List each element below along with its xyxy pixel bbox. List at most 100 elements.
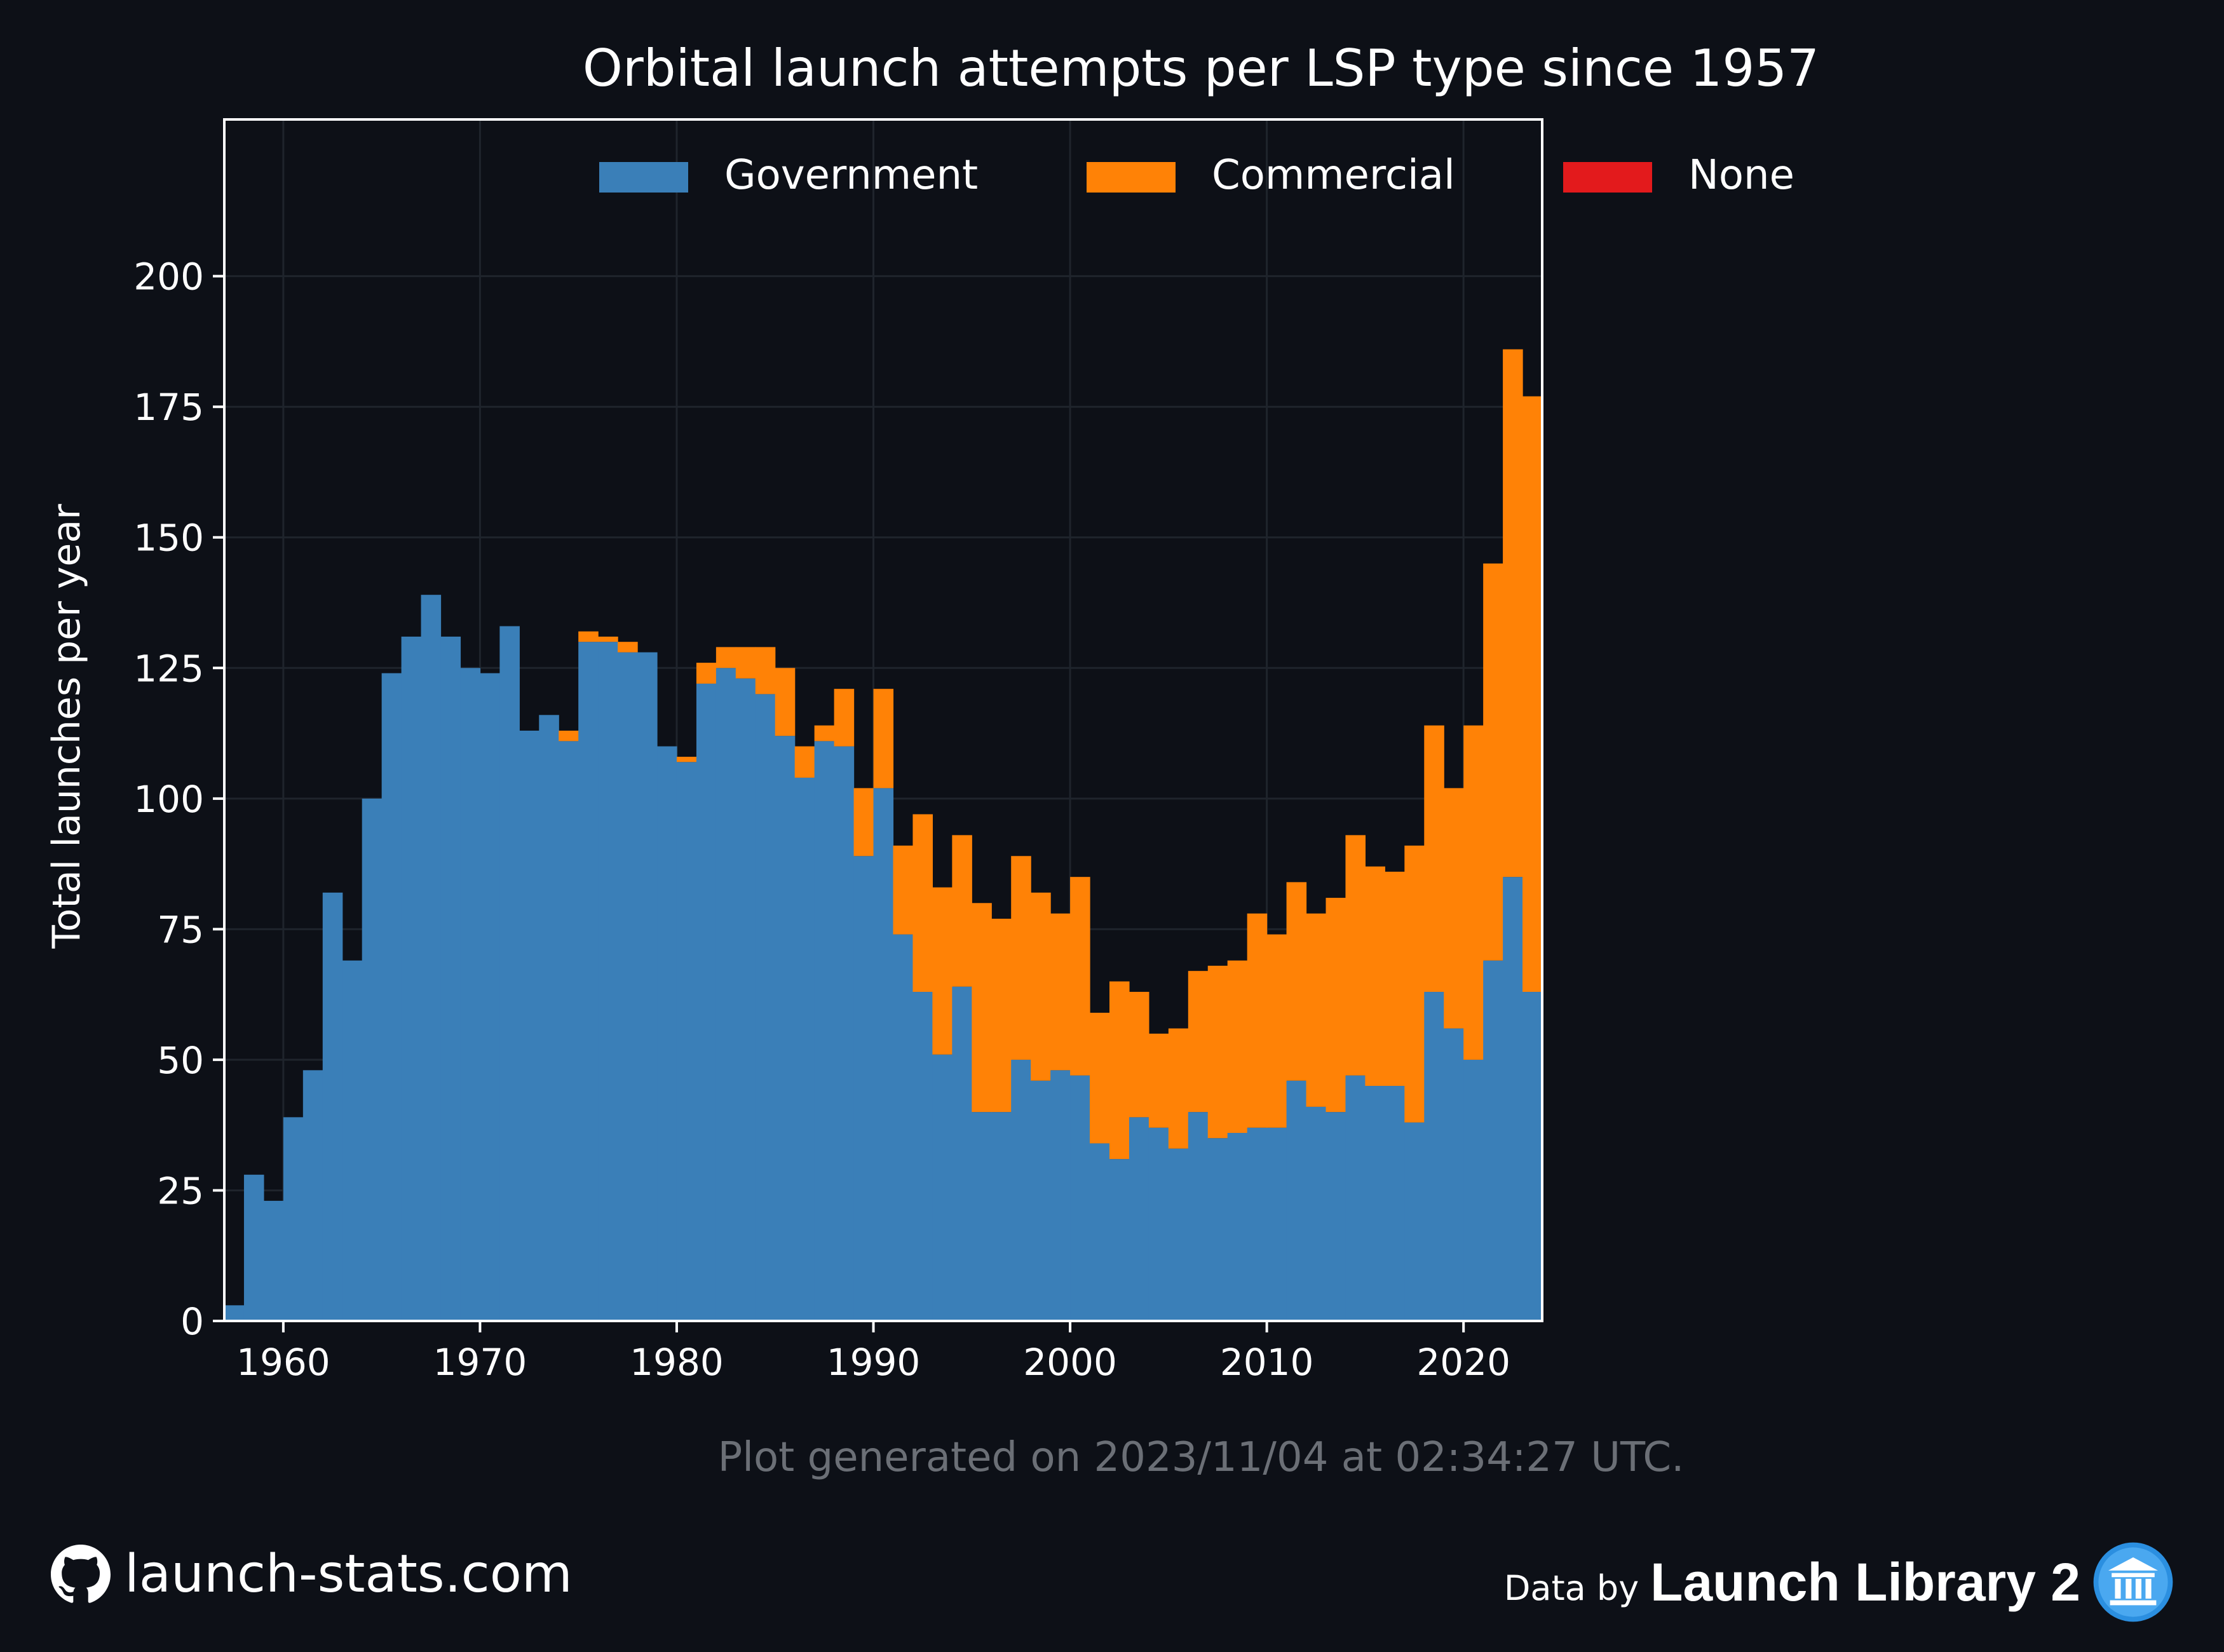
bar-government-2007 — [1207, 1138, 1228, 1321]
x-tick-label: 1960 — [236, 1341, 330, 1384]
bar-government-1971 — [499, 626, 520, 1321]
bar-commercial-2012 — [1306, 913, 1327, 1107]
bar-government-1977 — [618, 652, 638, 1321]
bar-government-1998 — [1031, 1080, 1051, 1321]
bar-government-1968 — [440, 636, 461, 1321]
bar-government-1966 — [401, 636, 422, 1321]
bar-government-1982 — [715, 668, 736, 1321]
bar-government-1973 — [539, 715, 559, 1321]
bar-government-2008 — [1227, 1133, 1248, 1321]
bar-commercial-2018 — [1424, 725, 1444, 992]
legend-swatch-none — [1563, 162, 1652, 193]
bar-government-1957 — [224, 1305, 245, 1321]
bar-commercial-1985 — [775, 668, 796, 736]
bar-commercial-1995 — [972, 903, 992, 1113]
bar-government-2016 — [1385, 1086, 1405, 1321]
bar-commercial-2015 — [1365, 866, 1385, 1087]
x-tick-label: 1980 — [630, 1341, 724, 1384]
y-tick-label: 75 — [157, 908, 204, 951]
bar-government-2023 — [1522, 992, 1543, 1321]
bar-commercial-1994 — [952, 835, 972, 987]
github-icon — [51, 1544, 111, 1603]
bar-government-1976 — [598, 642, 618, 1322]
bar-government-1984 — [755, 694, 776, 1321]
bar-commercial-1986 — [794, 746, 815, 778]
legend-swatch-government — [599, 162, 688, 193]
bar-commercial-2001 — [1090, 1012, 1110, 1144]
bar-government-1983 — [735, 678, 756, 1321]
bar-government-2009 — [1247, 1127, 1268, 1321]
bar-commercial-2011 — [1286, 882, 1307, 1081]
bar-commercial-2021 — [1483, 563, 1503, 961]
bar-government-1960 — [283, 1117, 304, 1321]
bar-commercial-1990 — [873, 689, 894, 789]
bar-government-1989 — [853, 856, 874, 1321]
bar-commercial-2022 — [1503, 349, 1523, 877]
bar-government-1964 — [362, 798, 383, 1321]
chart-title: Orbital launch attempts per LSP type sin… — [583, 39, 1819, 98]
bar-commercial-1987 — [814, 725, 835, 741]
bar-government-2020 — [1463, 1059, 1484, 1321]
bar-government-2013 — [1326, 1112, 1346, 1321]
y-tick-label: 200 — [133, 255, 204, 299]
bar-commercial-1982 — [715, 647, 736, 668]
y-tick-label: 150 — [133, 517, 204, 560]
bar-commercial-1974 — [559, 730, 579, 741]
bar-commercial-2023 — [1522, 396, 1543, 992]
bar-government-1959 — [263, 1200, 284, 1321]
bar-commercial-1991 — [893, 845, 914, 935]
bar-government-1994 — [952, 986, 972, 1321]
plot-frame — [223, 118, 1543, 1322]
bar-government-2004 — [1148, 1127, 1169, 1321]
bar-government-1993 — [932, 1054, 953, 1321]
bar-government-1975 — [578, 642, 599, 1322]
site-url[interactable]: launch-stats.com — [125, 1544, 573, 1604]
legend-label-none: None — [1688, 152, 1794, 199]
bar-government-1978 — [637, 652, 658, 1321]
bar-government-1972 — [519, 730, 539, 1321]
bar-commercial-1992 — [912, 814, 933, 992]
data-source-name[interactable]: Launch Library 2 — [1650, 1552, 2080, 1612]
bar-commercial-2004 — [1148, 1033, 1169, 1128]
bar-government-2017 — [1404, 1122, 1425, 1321]
bar-commercial-2008 — [1227, 960, 1248, 1134]
bar-government-1987 — [814, 741, 835, 1321]
bar-government-2021 — [1483, 960, 1503, 1321]
bar-government-1996 — [991, 1112, 1012, 1321]
bar-government-1990 — [873, 788, 894, 1321]
y-tick-label: 0 — [180, 1300, 204, 1343]
y-tick-label: 25 — [157, 1169, 204, 1212]
legend-label-commercial: Commercial — [1212, 152, 1455, 199]
bar-commercial-2006 — [1188, 971, 1209, 1113]
bar-government-1992 — [912, 992, 933, 1321]
bar-commercial-2002 — [1109, 981, 1130, 1160]
bar-commercial-2017 — [1404, 845, 1425, 1123]
bar-commercial-1997 — [1011, 856, 1031, 1060]
bar-government-2002 — [1109, 1159, 1130, 1321]
bar-government-2012 — [1306, 1106, 1327, 1321]
legend: Government Commercial None — [599, 152, 1794, 199]
bar-government-2001 — [1090, 1143, 1110, 1321]
y-tick-label: 100 — [133, 778, 204, 821]
bar-government-1995 — [972, 1112, 992, 1321]
bar-commercial-1977 — [618, 642, 638, 653]
bar-government-1961 — [302, 1070, 323, 1321]
bar-commercial-2020 — [1463, 725, 1484, 1060]
bar-government-2003 — [1129, 1117, 1149, 1321]
bar-government-1962 — [322, 892, 343, 1321]
bar-commercial-2005 — [1168, 1028, 1189, 1149]
bar-commercial-2014 — [1345, 835, 1366, 1076]
bar-government-2006 — [1188, 1112, 1209, 1321]
bar-commercial-1980 — [676, 757, 697, 762]
bar-government-1958 — [243, 1174, 264, 1321]
bar-commercial-1998 — [1031, 892, 1051, 1081]
bar-commercial-1996 — [991, 918, 1012, 1113]
bar-government-1963 — [342, 960, 363, 1321]
bar-government-1997 — [1011, 1059, 1031, 1321]
x-tick-label: 2010 — [1220, 1341, 1314, 1384]
bar-commercial-1983 — [735, 647, 756, 679]
bar-commercial-1999 — [1050, 913, 1071, 1071]
bar-commercial-1976 — [598, 636, 618, 642]
bar-government-1965 — [381, 673, 402, 1321]
